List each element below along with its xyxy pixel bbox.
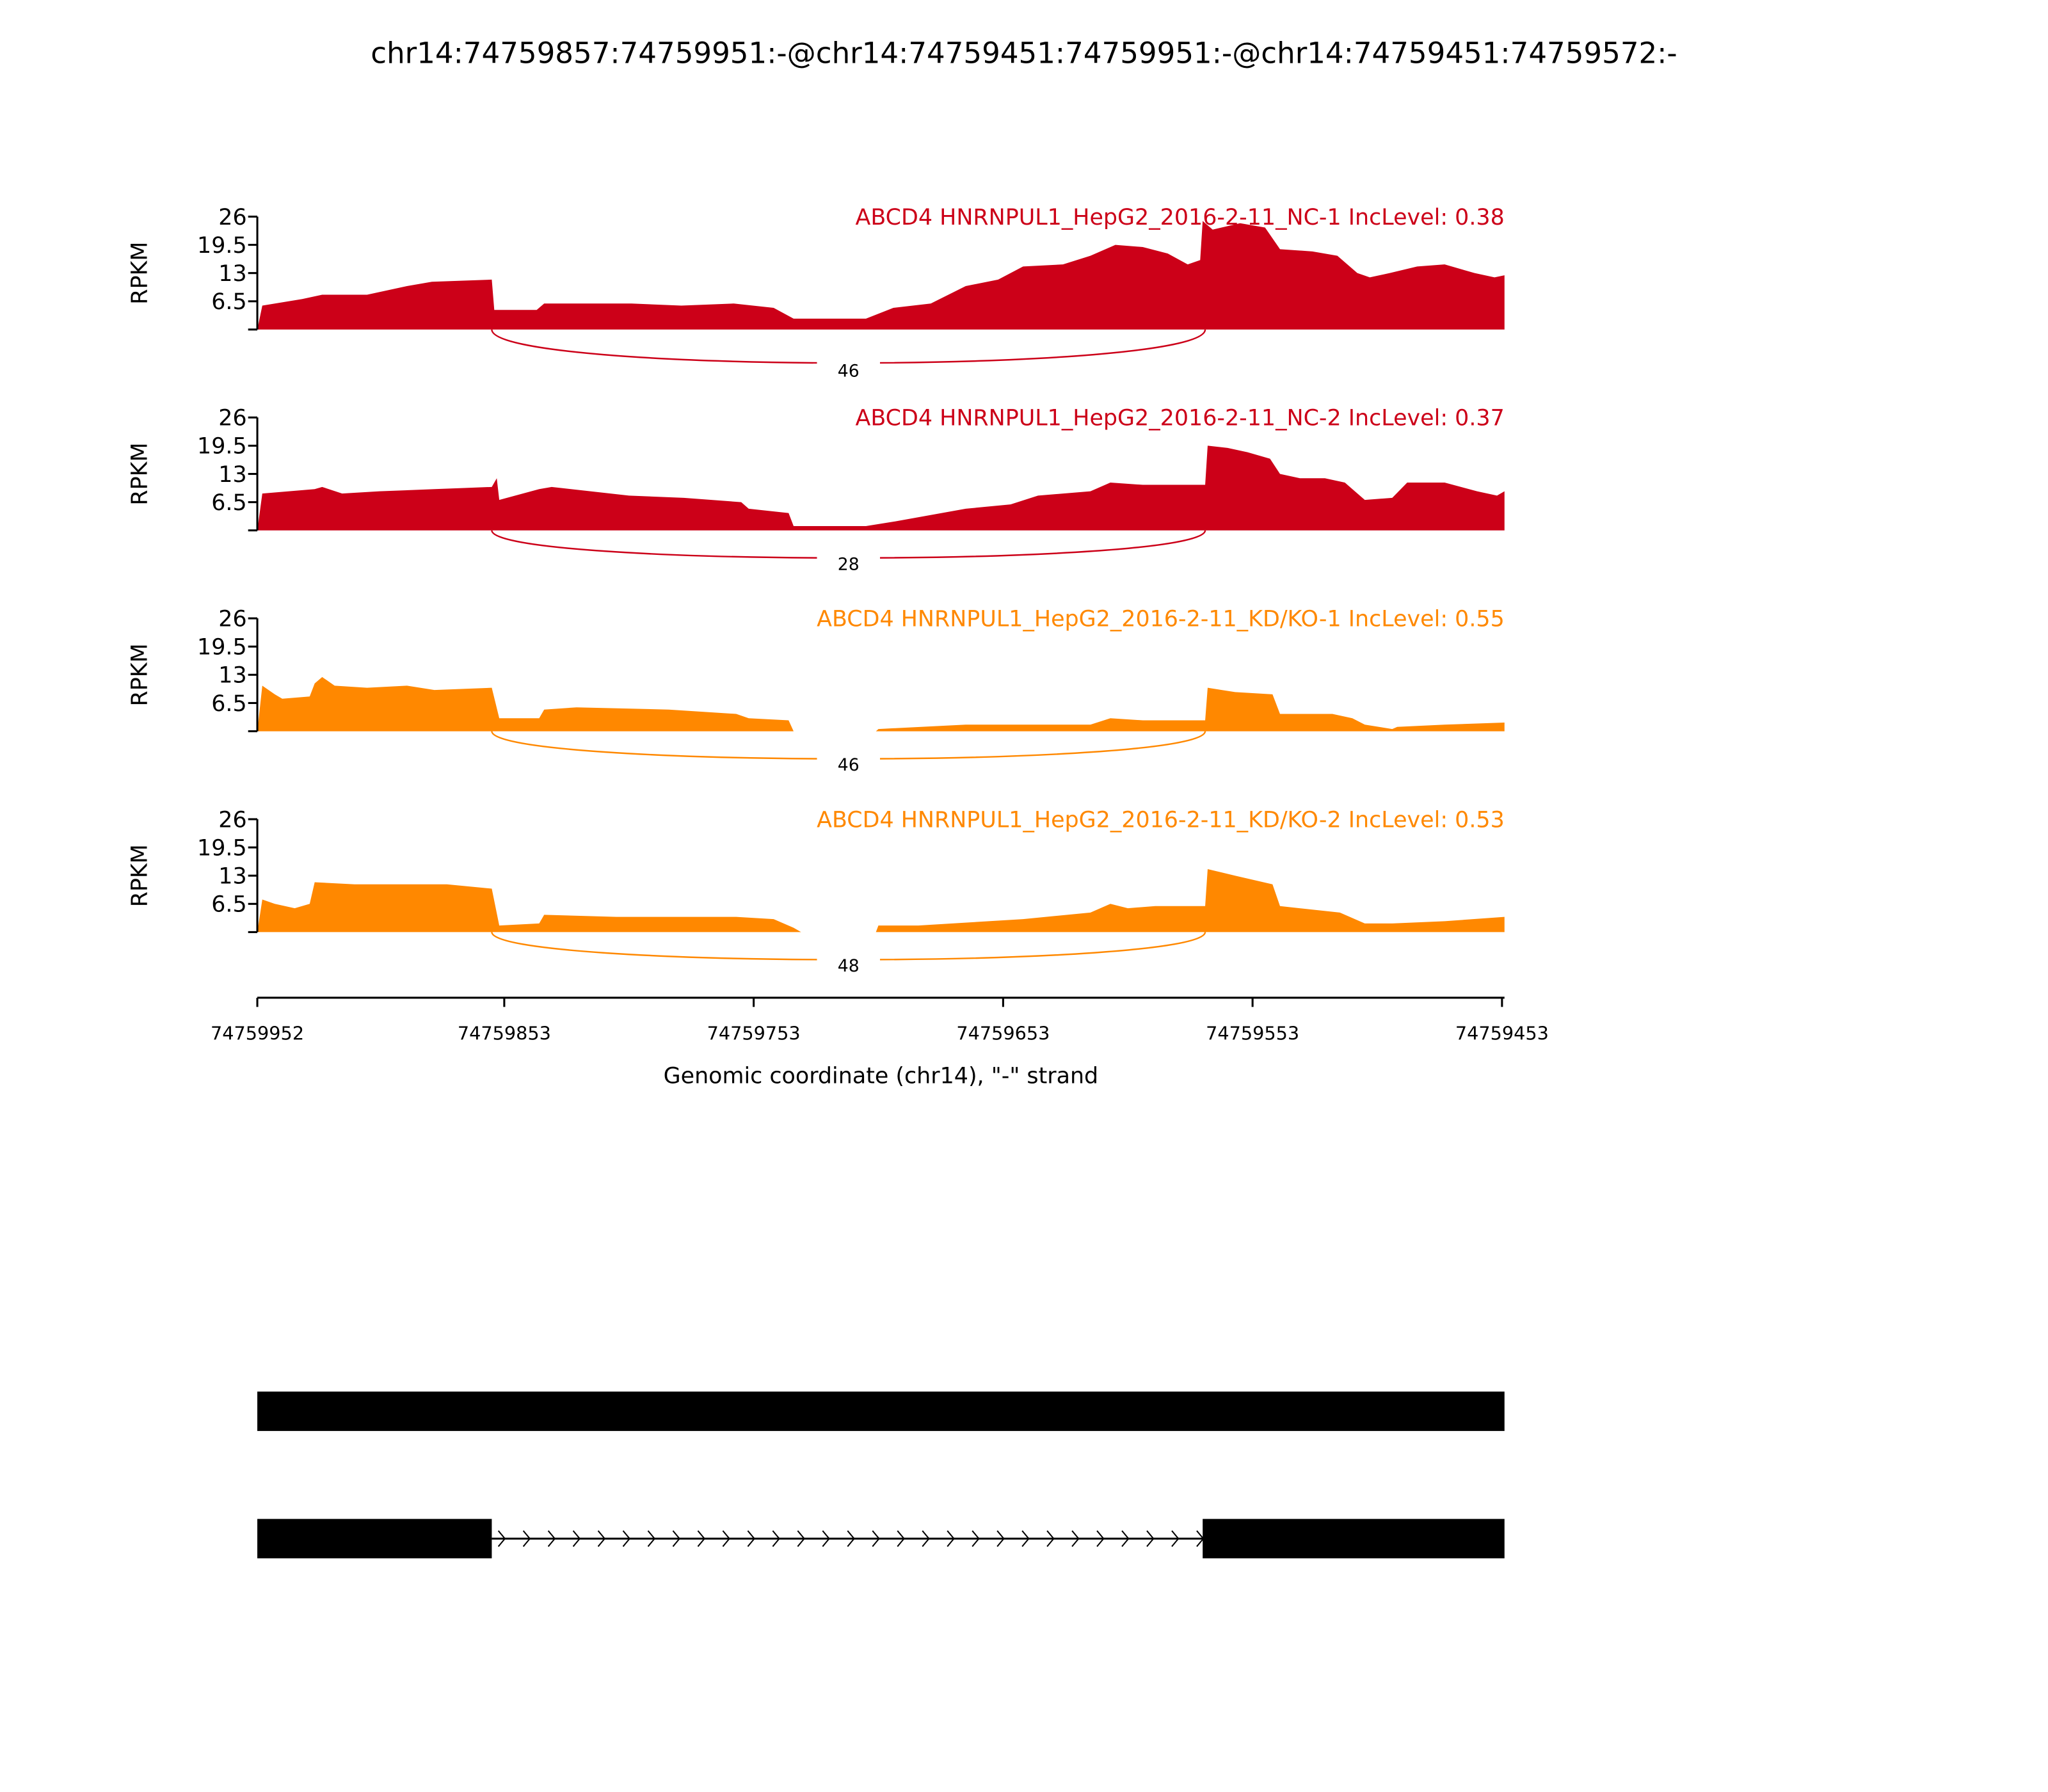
strand-chevron-icon bbox=[747, 1530, 756, 1548]
coverage-area bbox=[257, 221, 1505, 330]
strand-chevron-icon bbox=[722, 1530, 731, 1548]
transcript bbox=[257, 1519, 1505, 1558]
exon-block bbox=[257, 1391, 1505, 1431]
coverage-area bbox=[257, 445, 1505, 531]
x-tick-label: 74759553 bbox=[1206, 1023, 1299, 1044]
y-tick-label: 19.5 bbox=[197, 233, 247, 259]
y-tick-label: 13 bbox=[218, 261, 246, 287]
strand-chevron-icon bbox=[1021, 1530, 1030, 1548]
strand-chevron-icon bbox=[497, 1530, 506, 1548]
strand-chevron-icon bbox=[622, 1530, 631, 1548]
exon-block bbox=[257, 1519, 492, 1558]
strand-chevron-icon bbox=[897, 1530, 905, 1548]
strand-chevron-icon bbox=[772, 1530, 780, 1548]
gene-models bbox=[257, 1391, 1505, 1558]
strand-chevron-icon bbox=[972, 1530, 980, 1548]
strand-chevron-icon bbox=[597, 1530, 606, 1548]
y-tick-label: 26 bbox=[218, 606, 246, 632]
strand-chevron-icon bbox=[1171, 1530, 1180, 1548]
strand-chevron-icon bbox=[547, 1530, 556, 1548]
strand-chevron-icon bbox=[1096, 1530, 1105, 1548]
y-tick-label: 26 bbox=[218, 205, 246, 230]
sample-label: ABCD4 HNRNPUL1_HepG2_2016-2-11_NC-2 IncL… bbox=[856, 406, 1505, 431]
y-axis-label: RPKM bbox=[127, 844, 153, 907]
sample-label: ABCD4 HNRNPUL1_HepG2_2016-2-11_KD/KO-2 I… bbox=[817, 807, 1505, 833]
junction-count: 48 bbox=[838, 956, 860, 976]
y-tick-label: 19.5 bbox=[197, 434, 247, 460]
junction-count: 46 bbox=[838, 755, 860, 775]
junction-arc bbox=[491, 329, 1206, 364]
x-tick-label: 74759453 bbox=[1455, 1023, 1549, 1044]
y-axis-label: RPKM bbox=[127, 643, 153, 706]
junction-label-bg bbox=[817, 953, 880, 977]
y-tick-label: 6.5 bbox=[211, 691, 246, 717]
y-tick-label: 13 bbox=[218, 864, 246, 890]
x-tick-label: 74759653 bbox=[956, 1023, 1050, 1044]
transcript bbox=[257, 1391, 1505, 1431]
sample-label: ABCD4 HNRNPUL1_HepG2_2016-2-11_NC-1 IncL… bbox=[856, 205, 1505, 230]
sample-label: ABCD4 HNRNPUL1_HepG2_2016-2-11_KD/KO-1 I… bbox=[817, 606, 1505, 632]
y-tick-label: 19.5 bbox=[197, 635, 247, 660]
y-tick-label: 13 bbox=[218, 462, 246, 488]
y-tick-label: 13 bbox=[218, 663, 246, 689]
x-axis-label: Genomic coordinate (chr14), "-" strand bbox=[664, 1063, 1099, 1089]
coverage-area bbox=[257, 676, 1505, 732]
x-tick-label: 74759853 bbox=[458, 1023, 551, 1044]
strand-chevron-icon bbox=[947, 1530, 955, 1548]
strand-chevron-icon bbox=[922, 1530, 930, 1548]
strand-chevron-icon bbox=[996, 1530, 1005, 1548]
strand-chevron-icon bbox=[872, 1530, 880, 1548]
coverage-track: 6.513 19.526 RPKM ABCD4 HNRNPUL1_HepG2_2016… bbox=[127, 807, 1505, 977]
y-tick-label: 6.5 bbox=[211, 289, 246, 315]
x-axis: 74759952 74759853 74759753 74759653 74759553… bbox=[211, 996, 1549, 1044]
y-tick-label: 6.5 bbox=[211, 490, 246, 516]
strand-chevron-icon bbox=[572, 1530, 581, 1548]
strand-chevron-icon bbox=[1071, 1530, 1080, 1548]
junction-count: 28 bbox=[838, 554, 860, 574]
y-tick-label: 6.5 bbox=[211, 892, 246, 918]
coverage-area bbox=[257, 868, 1505, 932]
y-axis-label: RPKM bbox=[127, 242, 153, 305]
x-tick-label: 74759952 bbox=[211, 1023, 304, 1044]
x-tick-label: 74759753 bbox=[707, 1023, 801, 1044]
strand-chevron-icon bbox=[697, 1530, 706, 1548]
junction-label-bg bbox=[817, 551, 880, 575]
chart-title: chr14:74759857:74759951:-@chr14:74759451… bbox=[371, 36, 1677, 70]
strand-chevron-icon bbox=[1121, 1530, 1130, 1548]
y-tick-label: 19.5 bbox=[197, 835, 247, 861]
junction-label-bg bbox=[817, 358, 880, 382]
strand-chevron-icon bbox=[522, 1530, 531, 1548]
strand-chevron-icon bbox=[822, 1530, 830, 1548]
exon-block bbox=[1203, 1519, 1505, 1558]
y-tick-label: 26 bbox=[218, 406, 246, 431]
y-axis-label: RPKM bbox=[127, 442, 153, 505]
strand-chevron-icon bbox=[672, 1530, 681, 1548]
junction-label-bg bbox=[817, 752, 880, 776]
strand-chevron-icon bbox=[647, 1530, 656, 1548]
junction-count: 46 bbox=[838, 362, 860, 381]
strand-chevron-icon bbox=[1046, 1530, 1055, 1548]
coverage-track: 6.513 19.5 26 RPKM ABCD4 HNRNPUL1_HepG2_2016… bbox=[127, 606, 1505, 776]
strand-chevron-icon bbox=[797, 1530, 805, 1548]
strand-chevron-icon bbox=[847, 1530, 855, 1548]
y-tick-label: 26 bbox=[218, 807, 246, 833]
strand-chevron-icon bbox=[1146, 1530, 1155, 1548]
